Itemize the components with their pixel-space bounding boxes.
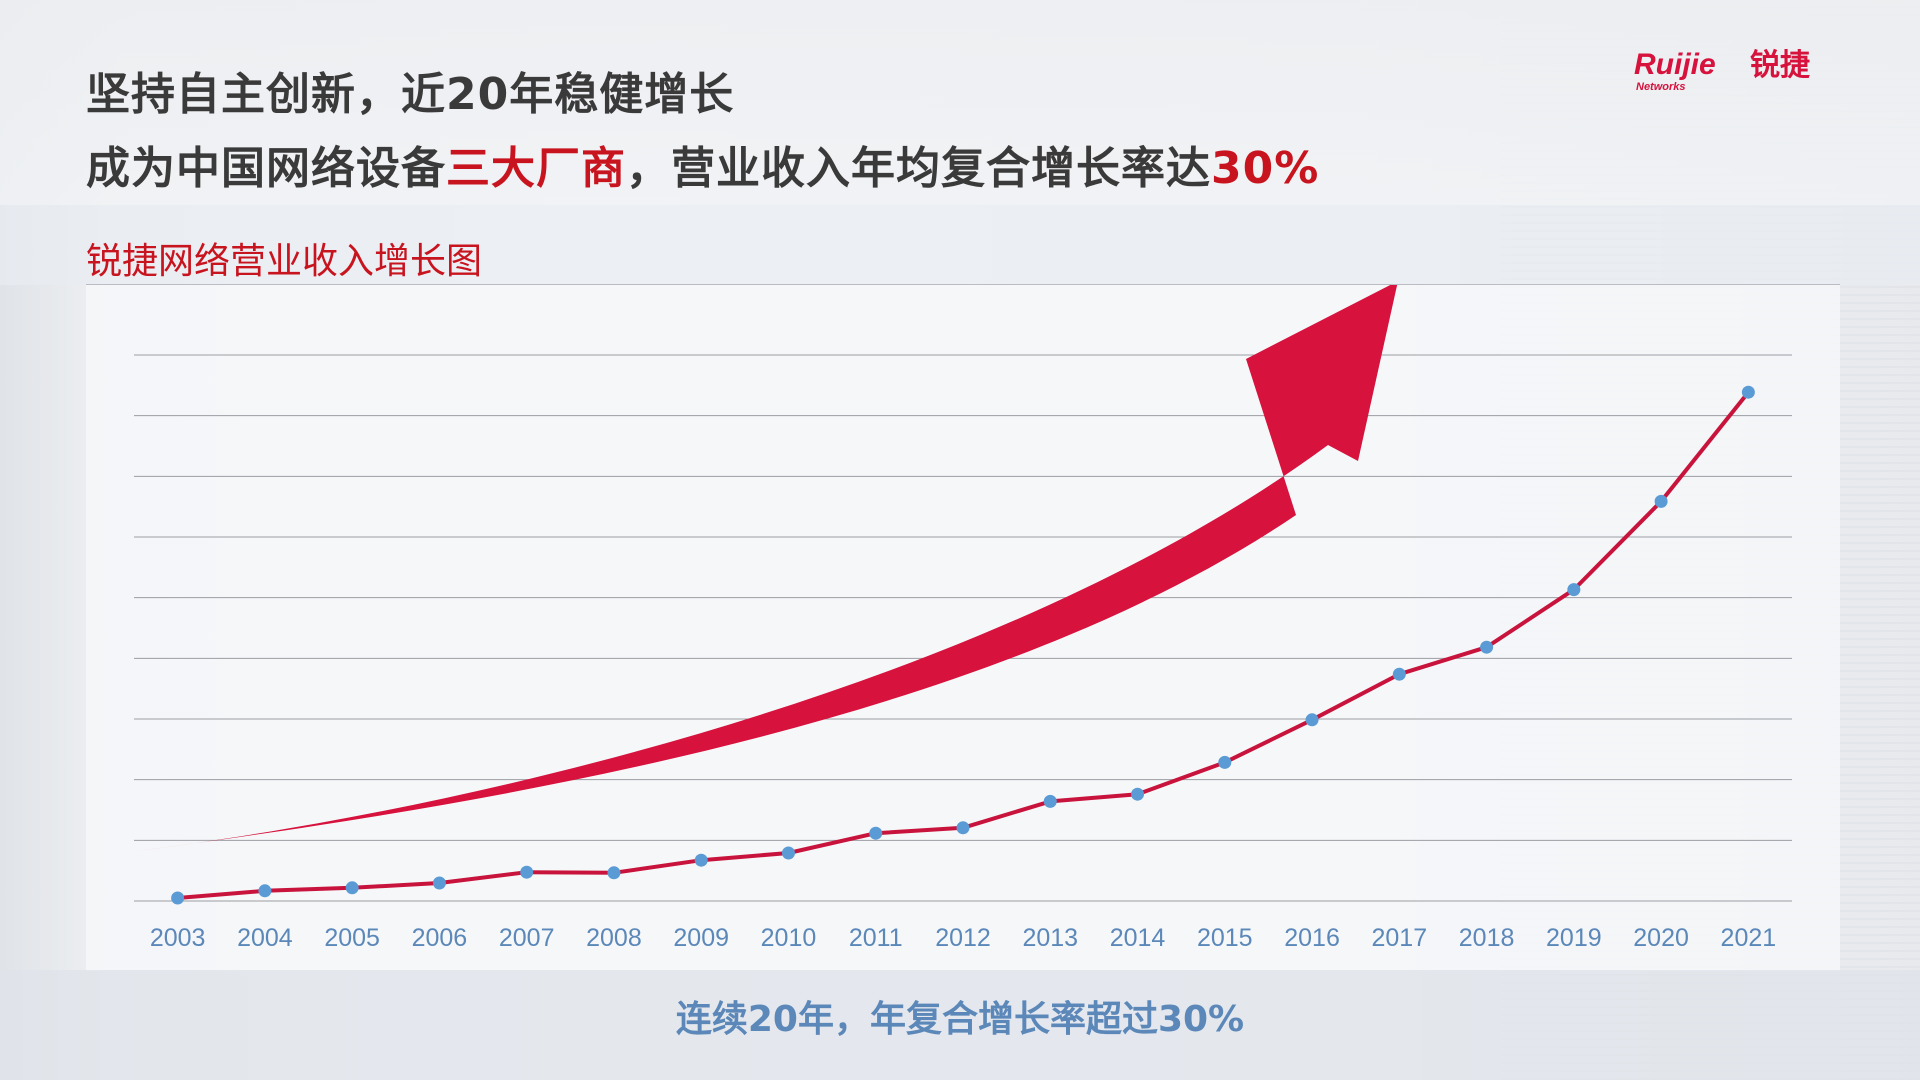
data-point-2003: [171, 891, 185, 905]
x-tick-label: 2008: [586, 924, 642, 952]
x-tick-label: 2013: [1022, 924, 1078, 952]
data-point-2004: [258, 884, 272, 898]
data-point-2016: [1305, 713, 1319, 727]
chart-subtitle: 锐捷网络营业收入增长图: [86, 241, 483, 282]
x-tick-label: 2010: [761, 924, 817, 952]
data-point-2010: [781, 846, 795, 860]
ruijie-logo: Ruijie 锐捷 Networks: [1634, 48, 1810, 93]
data-point-2018: [1480, 640, 1494, 654]
headline-line-1-text: 坚持自主创新，近20年稳健增长: [86, 69, 735, 120]
revenue-line-chart: 2003 2004 2005 2006 2007 2008 2009 2010 2011 2012…: [130, 285, 1792, 952]
x-tick-label: 2016: [1284, 924, 1340, 952]
chart-panel: 2003 2004 2005 2006 2007 2008 2009 2010 2011 2012…: [86, 284, 1840, 971]
logo-sub-text: Networks: [1636, 81, 1686, 93]
x-tick-label: 2012: [935, 924, 991, 952]
x-tick-label: 2007: [499, 924, 555, 952]
x-tick-label: 2003: [150, 924, 206, 952]
x-tick-label: 2009: [673, 924, 729, 952]
data-point-2007: [520, 865, 534, 879]
data-point-2019: [1567, 583, 1581, 597]
data-point-2008: [607, 866, 621, 880]
subtitle-band: [0, 205, 1920, 285]
headline-highlight-percent: 30%: [1211, 143, 1320, 194]
x-tick-label: 2005: [324, 924, 380, 952]
title-band: [0, 0, 1920, 205]
x-tick-label: 2004: [237, 924, 293, 952]
x-tick-layer: 2003 2004 2005 2006 2007 2008 2009 2010 2011 2012…: [150, 924, 1776, 952]
series-layer: [171, 385, 1755, 905]
grid-layer: [134, 354, 1792, 902]
logo-chinese-text: 锐捷: [1750, 48, 1810, 83]
data-point-2013: [1043, 794, 1057, 808]
data-point-2006: [432, 876, 446, 890]
x-tick-label: 2017: [1372, 924, 1428, 952]
x-tick-label: 2014: [1110, 924, 1166, 952]
headline-line-2-pre: 成为中国网络设备: [86, 143, 446, 194]
growth-arrow: [130, 285, 1398, 852]
headline-highlight-top-three: 三大厂商: [446, 143, 626, 194]
x-tick-label: 2011: [849, 924, 903, 952]
headline-line-1: 坚持自主创新，近20年稳健增长: [86, 58, 734, 122]
data-point-2020: [1654, 494, 1668, 508]
x-tick-label: 2020: [1633, 924, 1689, 952]
logo-brand-text: Ruijie: [1634, 48, 1716, 81]
headline-line-2-mid: ，营业收入年均复合增长率达: [626, 143, 1211, 194]
data-point-2021: [1741, 385, 1755, 399]
x-tick-label: 2018: [1459, 924, 1515, 952]
bottom-band: [0, 970, 1920, 1080]
data-point-2012: [956, 821, 970, 835]
x-tick-label: 2015: [1197, 924, 1253, 952]
data-point-2015: [1218, 755, 1232, 769]
data-point-2005: [345, 881, 359, 895]
footer-summary: 连续20年，年复合增长率超过30%: [675, 999, 1245, 1040]
x-tick-label: 2019: [1546, 924, 1602, 952]
data-point-2014: [1131, 787, 1145, 801]
data-point-2009: [694, 853, 708, 867]
data-point-2017: [1392, 667, 1406, 681]
headline-line-2: 成为中国网络设备三大厂商，营业收入年均复合增长率达30%: [86, 132, 1319, 196]
x-tick-label: 2006: [412, 924, 468, 952]
data-point-2011: [869, 826, 883, 840]
x-tick-label: 2021: [1721, 924, 1777, 952]
